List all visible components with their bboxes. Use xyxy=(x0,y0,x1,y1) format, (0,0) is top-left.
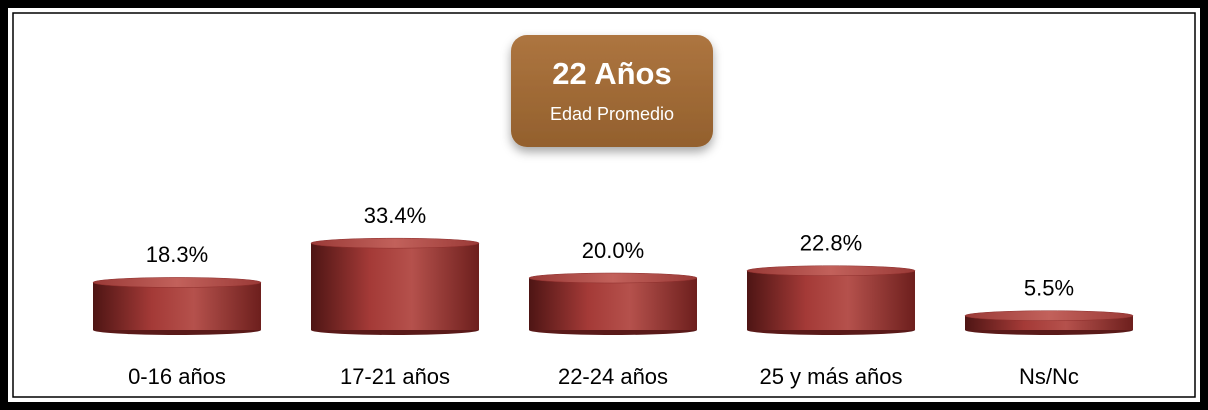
x-tick-label: 22-24 años xyxy=(558,364,668,389)
bar-top xyxy=(964,310,1134,321)
value-label: 33.4% xyxy=(364,203,426,228)
x-tick-label: 17-21 años xyxy=(340,364,450,389)
bar xyxy=(93,282,261,330)
callout-box xyxy=(511,35,713,147)
bar xyxy=(747,270,915,330)
value-label: 20.0% xyxy=(582,238,644,263)
bar-top xyxy=(746,265,916,276)
inner-frame xyxy=(12,12,1196,398)
bar-top xyxy=(528,272,698,284)
x-tick-label: Ns/Nc xyxy=(1019,364,1079,389)
callout: 22 Años Edad Promedio xyxy=(511,35,713,147)
callout-title: 22 Años xyxy=(552,56,671,91)
bar xyxy=(311,243,479,330)
callout-subtitle: Edad Promedio xyxy=(550,104,674,124)
value-label: 22.8% xyxy=(800,231,862,256)
x-tick-label: 25 y más años xyxy=(759,364,902,389)
bar-top xyxy=(92,277,262,288)
x-tick-label: 0-16 años xyxy=(128,364,226,389)
bar-top xyxy=(310,237,480,249)
value-label: 18.3% xyxy=(146,242,208,267)
value-label: 5.5% xyxy=(1024,276,1074,301)
bar xyxy=(529,278,697,330)
